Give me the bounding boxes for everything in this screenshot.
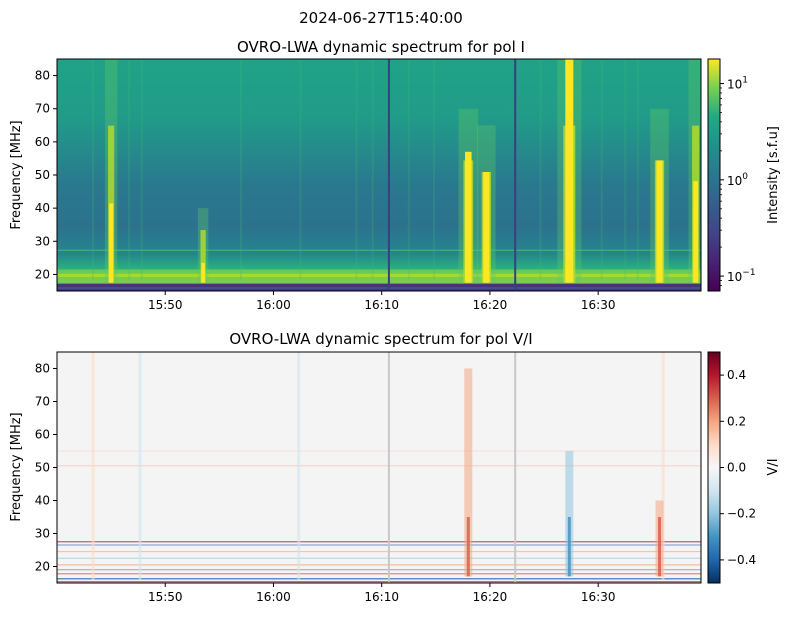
axes-pol-vi: 15:50 16:00 16:10 16:20 16:30 20 30 40 50 60 70 80 <box>35 362 616 605</box>
y-tick-label: 60 <box>35 135 50 149</box>
panel-pol-vi: OVRO-LWA dynamic spectrum for pol V/I 15… <box>9 330 781 604</box>
faint-streak <box>299 59 302 282</box>
colorbar-pol-vi <box>707 351 721 584</box>
faint-streak <box>636 59 639 282</box>
y-tick-label: 20 <box>35 267 50 281</box>
faint-streak <box>128 59 131 282</box>
bottom-dark-line <box>57 287 701 290</box>
burst-core <box>109 203 114 283</box>
heatmap-marks-pol-vi <box>57 352 701 583</box>
x-tick-label: 16:30 <box>581 298 616 312</box>
polarized-feature-core <box>466 517 470 577</box>
x-tick-label: 16:10 <box>364 590 399 604</box>
colorbar-ticks-pol-vi: 0.4 0.2 0.0 −0.2 −0.4 <box>720 368 756 567</box>
faint-streak <box>240 59 242 282</box>
x-tick-label: 16:20 <box>473 590 508 604</box>
y-tick-label: 70 <box>35 102 50 116</box>
colorbar-tick-label: 101 <box>727 76 748 92</box>
x-tick-label: 15:50 <box>148 298 183 312</box>
colorbar-label-pol-i: Intensity [s.f.u] <box>766 126 781 224</box>
colorbar-tick-label: 0.2 <box>727 414 746 428</box>
faint-streak <box>661 352 665 580</box>
y-axis-label-pol-i: Frequency [MHz] <box>9 120 24 229</box>
colorbar-pol-i <box>707 58 721 292</box>
polarized-feature-core <box>658 517 662 577</box>
polarized-feature-core <box>567 517 571 577</box>
colorbar-tick-label: 0.4 <box>727 368 746 382</box>
faint-streak <box>600 59 603 282</box>
faint-streak <box>138 352 142 580</box>
colorbar-tick-label: −0.4 <box>727 553 756 567</box>
x-tick-label: 16:00 <box>256 590 291 604</box>
faint-streak <box>91 352 95 580</box>
heatmap-marks-pol-i <box>57 59 701 291</box>
colorbar-label-pol-vi: V/I <box>766 458 781 475</box>
y-tick-label: 40 <box>35 494 50 508</box>
figure-suptitle: 2024-06-27T15:40:00 <box>299 9 463 27</box>
y-tick-label: 20 <box>35 560 50 574</box>
axes-pol-i: 15:50 16:00 16:10 16:20 16:30 20 30 40 50 60 70 80 <box>35 69 616 312</box>
y-tick-label: 30 <box>35 234 50 248</box>
y-tick-label: 70 <box>35 395 50 409</box>
chart-title-pol-i: OVRO-LWA dynamic spectrum for pol I <box>237 38 525 56</box>
burst-body <box>200 230 206 283</box>
polarized-feature <box>565 451 574 577</box>
x-tick-label: 16:10 <box>364 298 399 312</box>
chart-title-pol-vi: OVRO-LWA dynamic spectrum for pol V/I <box>229 330 532 348</box>
burst-core <box>201 262 205 283</box>
burst-core <box>656 160 663 283</box>
faint-streak <box>297 352 301 580</box>
burst-core <box>565 59 574 283</box>
x-tick-label: 16:20 <box>473 298 508 312</box>
faint-streak <box>539 59 542 282</box>
faint-streak <box>371 59 374 282</box>
y-tick-label: 80 <box>35 362 50 376</box>
faint-streak <box>624 59 627 282</box>
heatmap-background-pol-vi <box>57 352 701 583</box>
colorbar-tick-label: 10−1 <box>727 268 756 284</box>
y-tick-label: 60 <box>35 428 50 442</box>
x-tick-label: 16:00 <box>256 298 291 312</box>
low-band-bright <box>57 273 701 278</box>
burst-core <box>465 151 472 283</box>
burst-core <box>693 181 698 283</box>
heatmap-background-pol-i <box>57 59 701 291</box>
colorbar-tick-label: 0.0 <box>727 461 746 475</box>
colorbar-tick-label: −0.2 <box>727 507 756 521</box>
faint-streak <box>140 59 143 282</box>
y-tick-label: 40 <box>35 201 50 215</box>
y-tick-label: 50 <box>35 461 50 475</box>
faint-streak <box>433 59 436 282</box>
colorbar-tick-label: 100 <box>727 172 748 188</box>
faint-streak <box>407 59 410 282</box>
colorbar-ticks-pol-i: 10−1 100 101 <box>720 76 756 286</box>
burst-core <box>483 172 490 283</box>
y-axis-label-pol-vi: Frequency [MHz] <box>9 412 24 521</box>
faint-streak <box>355 59 358 282</box>
x-tick-label: 15:50 <box>148 590 183 604</box>
panel-pol-i: OVRO-LWA dynamic spectrum for pol I 15:5… <box>9 38 781 312</box>
y-tick-label: 50 <box>35 168 50 182</box>
y-tick-label: 80 <box>35 69 50 83</box>
faint-streak <box>92 59 95 282</box>
y-tick-label: 30 <box>35 527 50 541</box>
x-tick-label: 16:30 <box>581 590 616 604</box>
polarized-feature <box>464 368 473 577</box>
